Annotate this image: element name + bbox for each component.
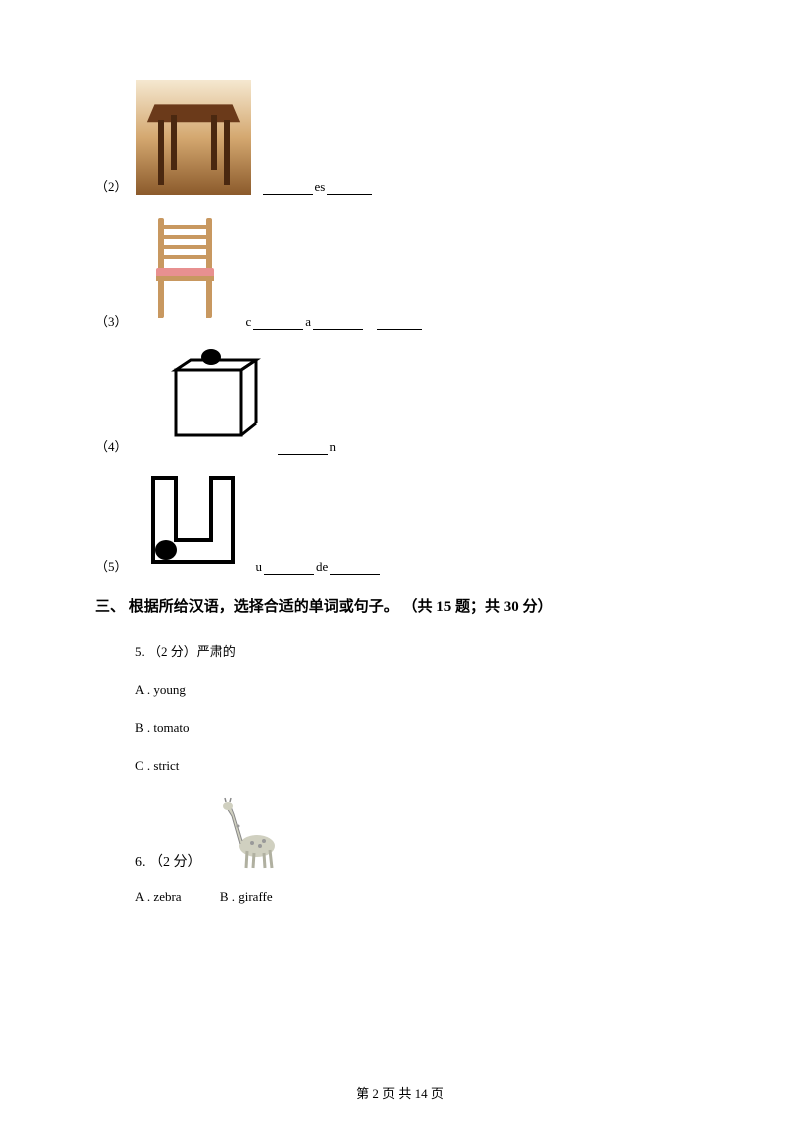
blank-line[interactable] — [377, 329, 422, 330]
question-4: （4） n — [95, 345, 705, 455]
mc5-option-b[interactable]: B . tomato — [135, 720, 705, 736]
mc6-row: 6. （2 分） — [135, 796, 705, 871]
question-2: （2） es — [95, 80, 705, 195]
mc6-option-b[interactable]: B . giraffe — [220, 889, 273, 904]
mc6-options: A . zebra B . giraffe — [135, 889, 705, 905]
giraffe-icon — [212, 796, 297, 871]
q4-number: （4） — [95, 436, 128, 455]
q2-mid-text: es — [315, 179, 326, 195]
blank-line[interactable] — [264, 574, 314, 575]
q2-number: （2） — [95, 176, 128, 195]
blank-line[interactable] — [313, 329, 363, 330]
mc5-prompt: 5. （2 分）严肃的 — [135, 641, 705, 660]
q5-number: （5） — [95, 556, 128, 575]
mc5-option-c[interactable]: C . strict — [135, 758, 705, 774]
blank-line[interactable] — [263, 194, 313, 195]
section-3-header: 三、 根据所给汉语，选择合适的单词或句子。 （共 15 题；共 30 分） — [95, 595, 705, 616]
page-footer: 第 2 页 共 14 页 — [0, 1083, 800, 1102]
q3-part1: c — [246, 314, 252, 330]
q4-part1: n — [330, 439, 337, 455]
u-shape-image — [136, 470, 246, 575]
q5-part1: u — [256, 559, 263, 575]
q3-part2: a — [305, 314, 311, 330]
question-5: （5） u de — [95, 470, 705, 575]
mc5-option-a[interactable]: A . young — [135, 682, 705, 698]
mc6-number: 6. （2 分） — [135, 851, 202, 871]
blank-line[interactable] — [278, 454, 328, 455]
blank-line[interactable] — [253, 329, 303, 330]
blank-line[interactable] — [327, 194, 372, 195]
mc6-option-a[interactable]: A . zebra — [135, 889, 182, 904]
q5-part2: de — [316, 559, 328, 575]
question-3: （3） c a — [95, 210, 705, 330]
desk-image — [136, 80, 251, 195]
chair-image — [136, 210, 236, 330]
q3-number: （3） — [95, 311, 128, 330]
box-on-image — [136, 345, 266, 455]
blank-line[interactable] — [330, 574, 380, 575]
